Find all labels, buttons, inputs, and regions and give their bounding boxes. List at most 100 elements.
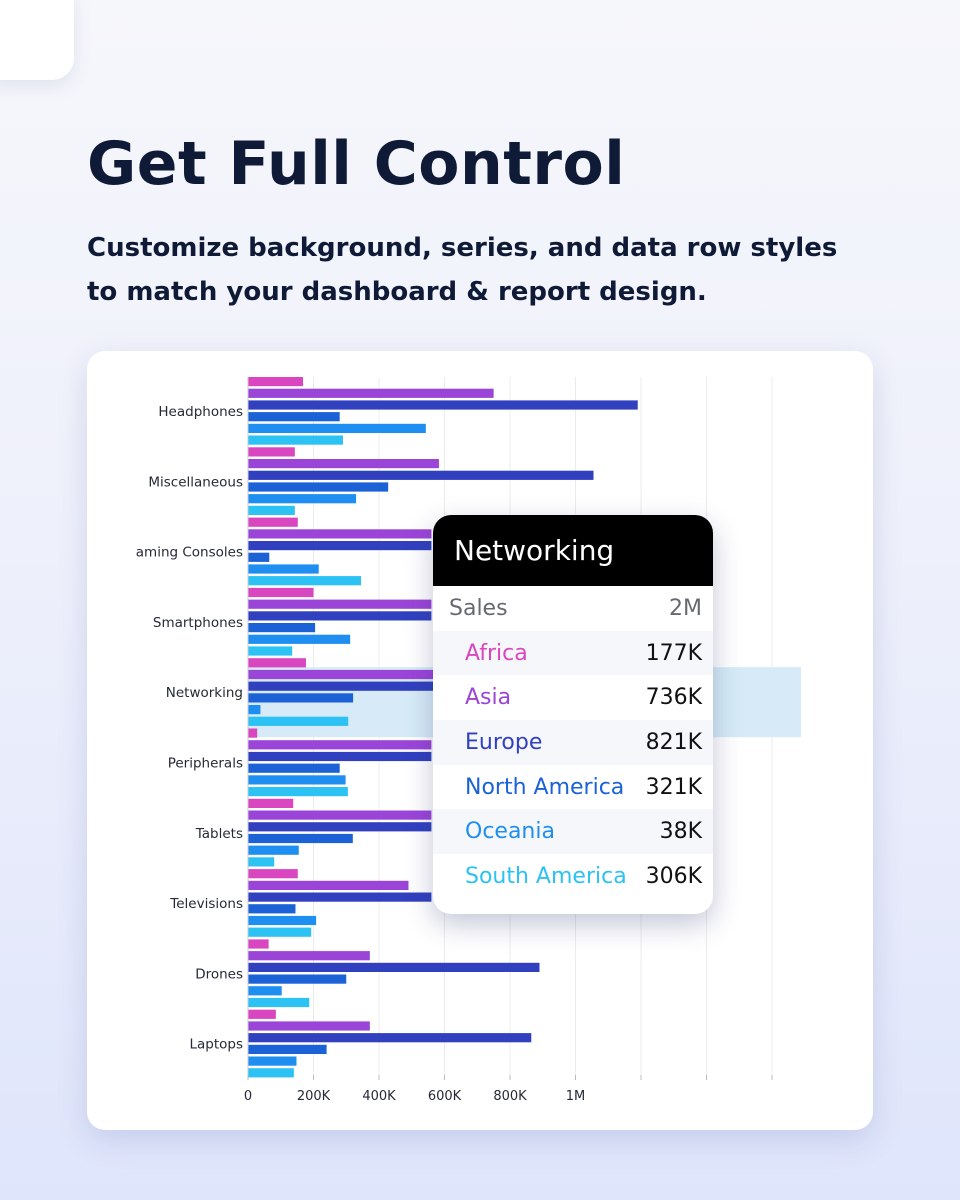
bar-drones-south-america — [248, 997, 310, 1008]
bar-aming-consoles-south-america — [248, 576, 361, 586]
bar-headphones-asia — [248, 388, 494, 398]
bar-tablets-north-america — [248, 833, 353, 844]
tooltip-label-oceania: Oceania — [465, 819, 555, 845]
bar-networking-africa — [248, 658, 306, 668]
bar-headphones-north-america — [248, 412, 340, 422]
bar-smartphones-south-america — [248, 646, 293, 656]
x-tick-label-1: 200K — [297, 1089, 331, 1104]
bar-tablets-africa — [248, 798, 294, 808]
tooltip-row-oceania: Oceania 38K — [433, 809, 713, 855]
tooltip-title: Networking — [433, 515, 713, 586]
bar-peripherals-south-america — [248, 787, 348, 797]
category-label-drones: Drones — [195, 966, 243, 982]
x-tick-label-4: 800K — [493, 1089, 527, 1104]
bar-peripherals-oceania — [248, 775, 346, 785]
corner-card — [0, 0, 74, 80]
category-label-aming-consoles: aming Consoles — [136, 545, 243, 561]
bar-televisions-north-america — [248, 904, 296, 914]
tooltip-summary-row: Sales 2M — [433, 586, 713, 631]
bar-drones-africa — [248, 939, 269, 949]
bar-peripherals-north-america — [248, 763, 340, 773]
bar-miscellaneous-north-america — [248, 482, 389, 492]
bar-laptops-north-america — [248, 1044, 327, 1054]
bar-miscellaneous-oceania — [248, 494, 357, 504]
subtitle-line-2: to match your dashboard & report design. — [87, 277, 707, 307]
bar-headphones-africa — [248, 377, 304, 387]
category-label-smartphones: Smartphones — [153, 615, 243, 631]
tooltip-label-asia: Asia — [465, 685, 512, 711]
tooltip-value-north-america: 321K — [645, 774, 702, 800]
bar-headphones-oceania — [248, 423, 426, 433]
bar-networking-north-america — [248, 693, 354, 703]
tooltip-row-asia: Asia 736K — [433, 675, 713, 720]
bar-miscellaneous-asia — [248, 459, 439, 469]
tooltip-label-south-america: South America — [465, 863, 627, 889]
bar-televisions-asia — [248, 880, 409, 890]
bar-aming-consoles-oceania — [248, 564, 319, 574]
bar-aming-consoles-africa — [248, 517, 298, 527]
tooltip-label-europe: Europe — [465, 729, 543, 755]
bar-smartphones-asia — [248, 599, 432, 609]
tooltip-summary-value: 2M — [669, 595, 702, 621]
bar-tablets-asia — [248, 810, 432, 820]
bar-laptops-oceania — [248, 1056, 297, 1066]
tooltip-row-north-america: North America 321K — [433, 765, 713, 810]
bar-smartphones-africa — [248, 587, 314, 598]
tooltip-row-africa: Africa 177K — [433, 630, 713, 676]
bar-networking-south-america — [248, 716, 349, 726]
bar-networking-oceania — [248, 705, 261, 715]
tooltip-label-africa: Africa — [465, 640, 528, 666]
x-tick-label-0: 0 — [244, 1089, 252, 1104]
bar-miscellaneous-europe — [248, 470, 594, 480]
category-label-headphones: Headphones — [158, 404, 243, 420]
bar-tablets-south-america — [248, 857, 275, 867]
category-label-tablets: Tablets — [195, 826, 243, 842]
bar-televisions-africa — [248, 869, 298, 879]
bar-smartphones-europe — [248, 611, 432, 621]
bar-laptops-south-america — [248, 1068, 294, 1078]
bar-networking-asia — [248, 669, 490, 680]
bar-laptops-europe — [248, 1033, 532, 1043]
tooltip-value-europe: 821K — [645, 729, 702, 755]
bar-televisions-europe — [248, 892, 432, 902]
chart-tooltip: Networking Sales 2M Africa 177K Asia 736… — [433, 515, 713, 914]
category-label-miscellaneous: Miscellaneous — [148, 474, 243, 490]
page-subtitle: Customize background, series, and data r… — [87, 226, 907, 314]
bar-aming-consoles-north-america — [248, 552, 270, 562]
x-tick-label-3: 600K — [428, 1089, 462, 1104]
bar-smartphones-oceania — [248, 634, 351, 644]
bar-televisions-south-america — [248, 927, 312, 937]
bar-headphones-europe — [248, 400, 638, 410]
tooltip-value-africa: 177K — [645, 640, 702, 666]
tooltip-summary-label: Sales — [449, 595, 508, 621]
bar-aming-consoles-europe — [248, 541, 432, 551]
category-label-laptops: Laptops — [189, 1037, 243, 1053]
bar-miscellaneous-south-america — [248, 505, 295, 515]
tooltip-row-europe: Europe 821K — [433, 720, 713, 765]
category-label-networking: Networking — [166, 685, 243, 701]
tooltip-value-asia: 736K — [645, 685, 702, 711]
bar-drones-europe — [248, 962, 540, 972]
bar-aming-consoles-asia — [248, 529, 432, 539]
bar-tablets-oceania — [248, 845, 299, 855]
tooltip-value-south-america: 306K — [645, 863, 702, 889]
subtitle-line-1: Customize background, series, and data r… — [87, 233, 838, 263]
category-label-peripherals: Peripherals — [168, 756, 243, 772]
bar-televisions-oceania — [248, 915, 317, 926]
x-tick-label-5: 1M — [566, 1089, 586, 1104]
page-title: Get Full Control — [87, 129, 626, 199]
category-label-televisions: Televisions — [169, 896, 243, 912]
bar-miscellaneous-africa — [248, 447, 295, 457]
tooltip-row-south-america: South America 306K — [433, 854, 713, 899]
bar-smartphones-north-america — [248, 623, 316, 633]
tooltip-label-north-america: North America — [465, 774, 625, 800]
bar-laptops-asia — [248, 1021, 370, 1031]
bar-drones-oceania — [248, 986, 282, 996]
bar-drones-north-america — [248, 974, 347, 984]
bar-peripherals-europe — [248, 751, 432, 762]
bar-laptops-africa — [248, 1009, 276, 1019]
bar-drones-asia — [248, 951, 370, 961]
bar-peripherals-asia — [248, 740, 432, 750]
x-tick-label-2: 400K — [362, 1089, 396, 1104]
bar-tablets-europe — [248, 822, 432, 832]
